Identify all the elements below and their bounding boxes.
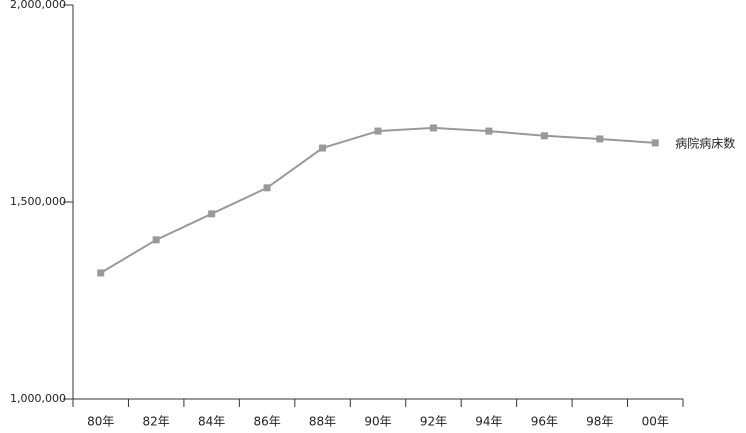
x-tick-label: 86年 xyxy=(253,415,280,429)
x-tick-label: 90年 xyxy=(364,415,391,429)
x-tick-label: 82年 xyxy=(143,415,170,429)
point-marker xyxy=(97,269,105,277)
series-line xyxy=(100,126,656,274)
x-tick-label: 96年 xyxy=(531,415,558,429)
x-tick-label: 94年 xyxy=(475,415,502,429)
x-tick-label: 98年 xyxy=(586,415,613,429)
point-marker xyxy=(596,135,604,143)
point-marker xyxy=(152,236,160,244)
point-marker xyxy=(319,144,327,152)
point-marker xyxy=(374,127,382,135)
point-marker xyxy=(429,124,437,132)
x-tick-label: 92年 xyxy=(420,415,447,429)
point-marker xyxy=(263,184,271,192)
x-tick-label: 80年 xyxy=(87,415,114,429)
y-tick-label: 1,500,000 xyxy=(10,195,66,208)
point-marker xyxy=(485,127,493,135)
x-tick-label: 00年 xyxy=(642,415,669,429)
y-tick-label: 2,000,000 xyxy=(10,0,66,11)
y-tick-label: 1,000,000 xyxy=(10,392,66,405)
x-tick-label: 88年 xyxy=(309,415,336,429)
point-marker xyxy=(651,139,659,147)
series-label: 病院病床数 xyxy=(675,135,735,150)
point-marker xyxy=(208,210,216,218)
point-marker xyxy=(540,132,548,140)
x-tick-label: 84年 xyxy=(198,415,225,429)
